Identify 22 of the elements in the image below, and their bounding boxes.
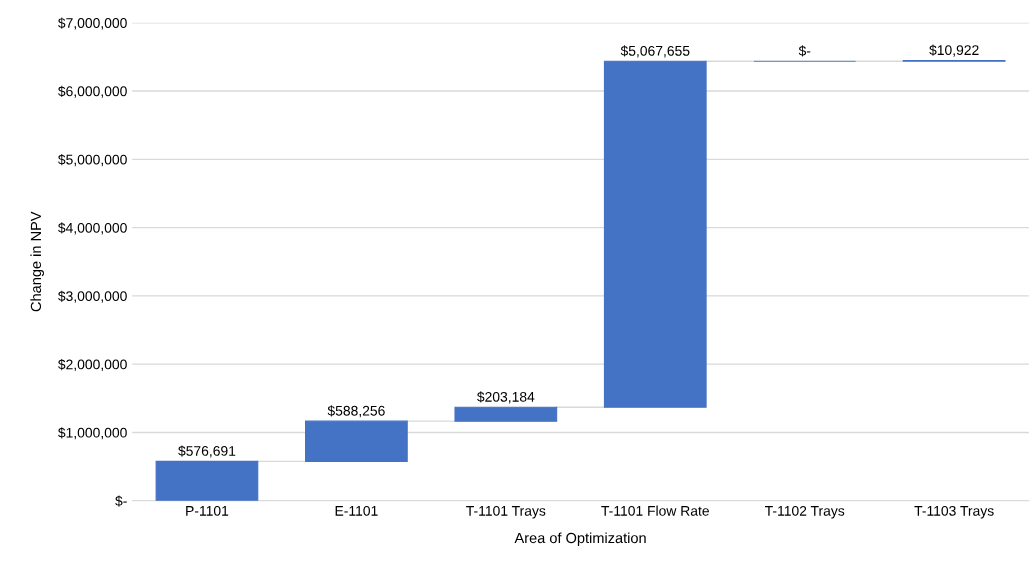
data-label: $- xyxy=(798,45,811,57)
data-label: $10,922 xyxy=(929,44,979,57)
x-tick-label: T-1103 Trays xyxy=(914,505,994,519)
x-tick-label: T-1101 Flow Rate xyxy=(601,505,709,516)
x-tick-label: P-1101 xyxy=(186,505,229,516)
data-label: $576,691 xyxy=(178,445,236,458)
x-tick-label: T-1101 Trays xyxy=(466,505,546,519)
x-tick-label: T-1102 Trays xyxy=(765,505,845,519)
y-tick-label: $- xyxy=(115,495,127,507)
data-label: $5,067,655 xyxy=(620,45,690,58)
x-axis-title: Area of Optimization xyxy=(514,532,646,547)
y-tick-label: $5,000,000 xyxy=(58,154,127,167)
y-tick-label: $7,000,000 xyxy=(58,17,127,30)
y-tick-label: $6,000,000 xyxy=(58,85,127,98)
y-tick-label: $2,000,000 xyxy=(58,358,127,371)
y-tick-label: $3,000,000 xyxy=(58,290,127,303)
x-tick-label: E-1101 xyxy=(335,505,378,516)
y-axis-title: Change in NPV xyxy=(30,211,44,312)
y-tick-label: $1,000,000 xyxy=(58,427,127,440)
data-label: $588,256 xyxy=(327,405,385,418)
data-label: $203,184 xyxy=(477,391,535,404)
y-tick-label: $4,000,000 xyxy=(58,222,127,235)
